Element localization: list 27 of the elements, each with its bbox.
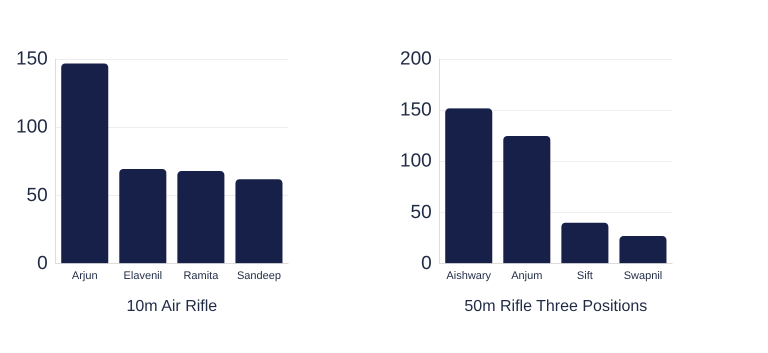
- x-tick-label: Anjum: [511, 270, 542, 282]
- x-tick-label: Sift: [576, 270, 593, 282]
- y-tick-label: 50: [26, 184, 48, 206]
- x-tick-label: Ramita: [183, 270, 220, 282]
- bar: [235, 179, 282, 264]
- bar: [445, 108, 492, 264]
- x-tick-label: Elavenil: [124, 270, 162, 282]
- y-tick-label: 150: [16, 48, 48, 70]
- x-axis-title: 50m Rifle Three Positions: [464, 298, 648, 315]
- bar: [61, 63, 108, 264]
- y-tick-label: 150: [400, 100, 432, 121]
- y-tick-label: 200: [400, 48, 432, 70]
- x-tick-label: Arjun: [72, 270, 98, 282]
- bar: [619, 236, 666, 264]
- x-tick-label: Aishwary: [446, 270, 492, 282]
- y-tick-label: 100: [400, 150, 432, 172]
- bar: [561, 222, 608, 264]
- y-tick-label: 100: [16, 116, 48, 138]
- x-tick-label: Sandeep: [236, 270, 281, 282]
- x-axis-title: 10m Air Rifle: [126, 298, 218, 315]
- x-tick-label: Swapnil: [624, 270, 662, 282]
- y-tick-label: 0: [37, 252, 48, 274]
- y-tick-label: 0: [421, 252, 432, 274]
- bar: [119, 168, 166, 264]
- bar: [177, 171, 224, 264]
- bar: [503, 136, 550, 264]
- y-tick-label: 50: [410, 202, 432, 223]
